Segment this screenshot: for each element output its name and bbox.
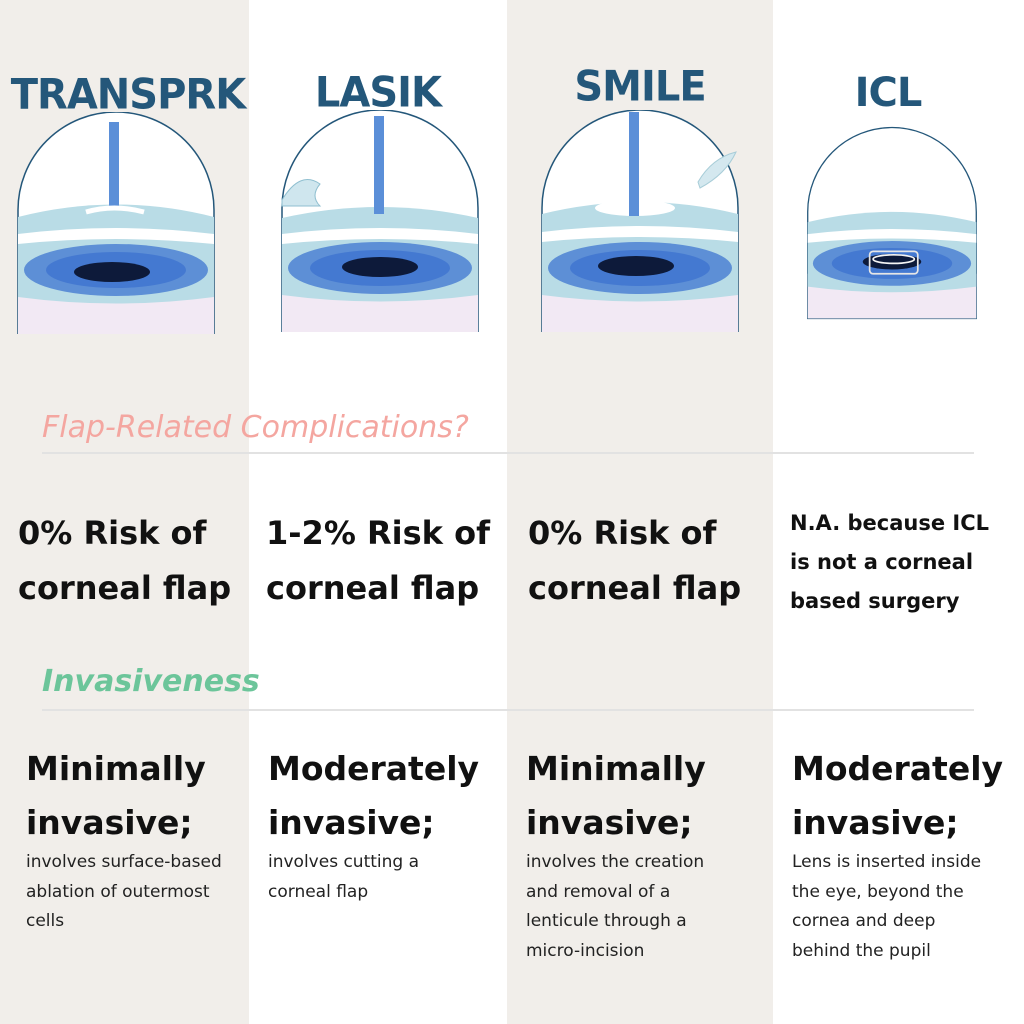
invasiveness-label: Invasiveness bbox=[42, 664, 260, 699]
risk-line: 0% Risk of bbox=[18, 514, 207, 552]
risk-line: corneal flap bbox=[18, 569, 232, 607]
invasiveness-line: Moderately bbox=[792, 749, 1004, 788]
risk-text: N.A. because ICL is not a corneal based … bbox=[790, 504, 989, 621]
flap-section-divider bbox=[42, 452, 974, 454]
procedure-title: ICL bbox=[854, 70, 923, 116]
invasiveness-description: involves surface-based ablation of outer… bbox=[26, 848, 258, 937]
description-line: micro-incision bbox=[526, 940, 645, 961]
icl-eye-illustration bbox=[807, 126, 977, 320]
risk-line: N.A. because ICL bbox=[790, 511, 989, 535]
lasik-eye-illustration bbox=[281, 110, 479, 332]
invasiveness-line: Moderately bbox=[268, 749, 480, 788]
procedure-column-smile: SMILE 0% Risk of corneal flap Minimally … bbox=[512, 0, 768, 1024]
risk-text: 0% Risk of corneal flap bbox=[18, 506, 231, 616]
description-line: ablation of outermost bbox=[26, 881, 210, 902]
invasiveness-line: invasive; bbox=[26, 803, 193, 842]
invasiveness-line: invasive; bbox=[526, 803, 693, 842]
description-line: Lens is inserted inside bbox=[792, 852, 982, 872]
risk-text: 1-2% Risk of corneal flap bbox=[266, 506, 490, 616]
invasiveness-heading: Moderately invasive; bbox=[268, 742, 479, 850]
invasiveness-line: invasive; bbox=[268, 803, 435, 842]
description-line: and removal of a bbox=[526, 881, 671, 902]
invasiveness-line: invasive; bbox=[792, 803, 959, 842]
procedure-title: TRANSPRK bbox=[10, 70, 246, 120]
invasiveness-line: Minimally bbox=[26, 749, 206, 788]
invasiveness-description: involves the creation and removal of a l… bbox=[526, 848, 758, 966]
invasiveness-description: Lens is inserted inside the eye, beyond … bbox=[792, 848, 1024, 966]
description-line: lenticule through a bbox=[526, 911, 687, 931]
risk-line: based surgery bbox=[790, 589, 960, 613]
procedure-title: LASIK bbox=[314, 68, 442, 118]
description-line: involves the creation bbox=[526, 852, 705, 872]
procedure-column-icl: ICL N.A. because ICL is not a corneal ba… bbox=[768, 0, 1024, 1024]
invasiveness-heading: Minimally invasive; bbox=[26, 742, 206, 850]
risk-line: is not a corneal bbox=[790, 550, 974, 574]
procedure-column-transprk: TRANSPRK 0% Risk of corneal flap Minimal… bbox=[0, 0, 256, 1024]
smile-eye-illustration bbox=[541, 110, 739, 332]
invasiveness-section-divider bbox=[42, 709, 974, 711]
description-line: involves cutting a bbox=[268, 852, 420, 872]
description-line: cells bbox=[26, 911, 65, 931]
description-line: involves surface-based bbox=[26, 852, 222, 872]
risk-line: corneal flap bbox=[266, 569, 480, 607]
invasiveness-description: involves cutting a corneal flap bbox=[268, 848, 500, 907]
risk-line: corneal flap bbox=[528, 569, 742, 607]
invasiveness-heading: Moderately invasive; bbox=[792, 742, 1003, 850]
description-line: corneal flap bbox=[268, 881, 369, 902]
procedure-title: SMILE bbox=[574, 62, 706, 112]
invasiveness-heading: Minimally invasive; bbox=[526, 742, 706, 850]
invasiveness-line: Minimally bbox=[526, 749, 706, 788]
risk-line: 0% Risk of bbox=[528, 514, 717, 552]
description-line: the eye, beyond the bbox=[792, 881, 964, 902]
procedure-column-lasik: LASIK 1-2% Risk of corneal flap Moderate… bbox=[256, 0, 512, 1024]
risk-line: 1-2% Risk of bbox=[266, 514, 490, 552]
risk-text: 0% Risk of corneal flap bbox=[528, 506, 741, 616]
description-line: cornea and deep bbox=[792, 911, 936, 931]
transprk-eye-illustration bbox=[17, 112, 215, 334]
flap-complications-label: Flap-Related Complications? bbox=[42, 410, 469, 445]
description-line: behind the pupil bbox=[792, 940, 931, 961]
